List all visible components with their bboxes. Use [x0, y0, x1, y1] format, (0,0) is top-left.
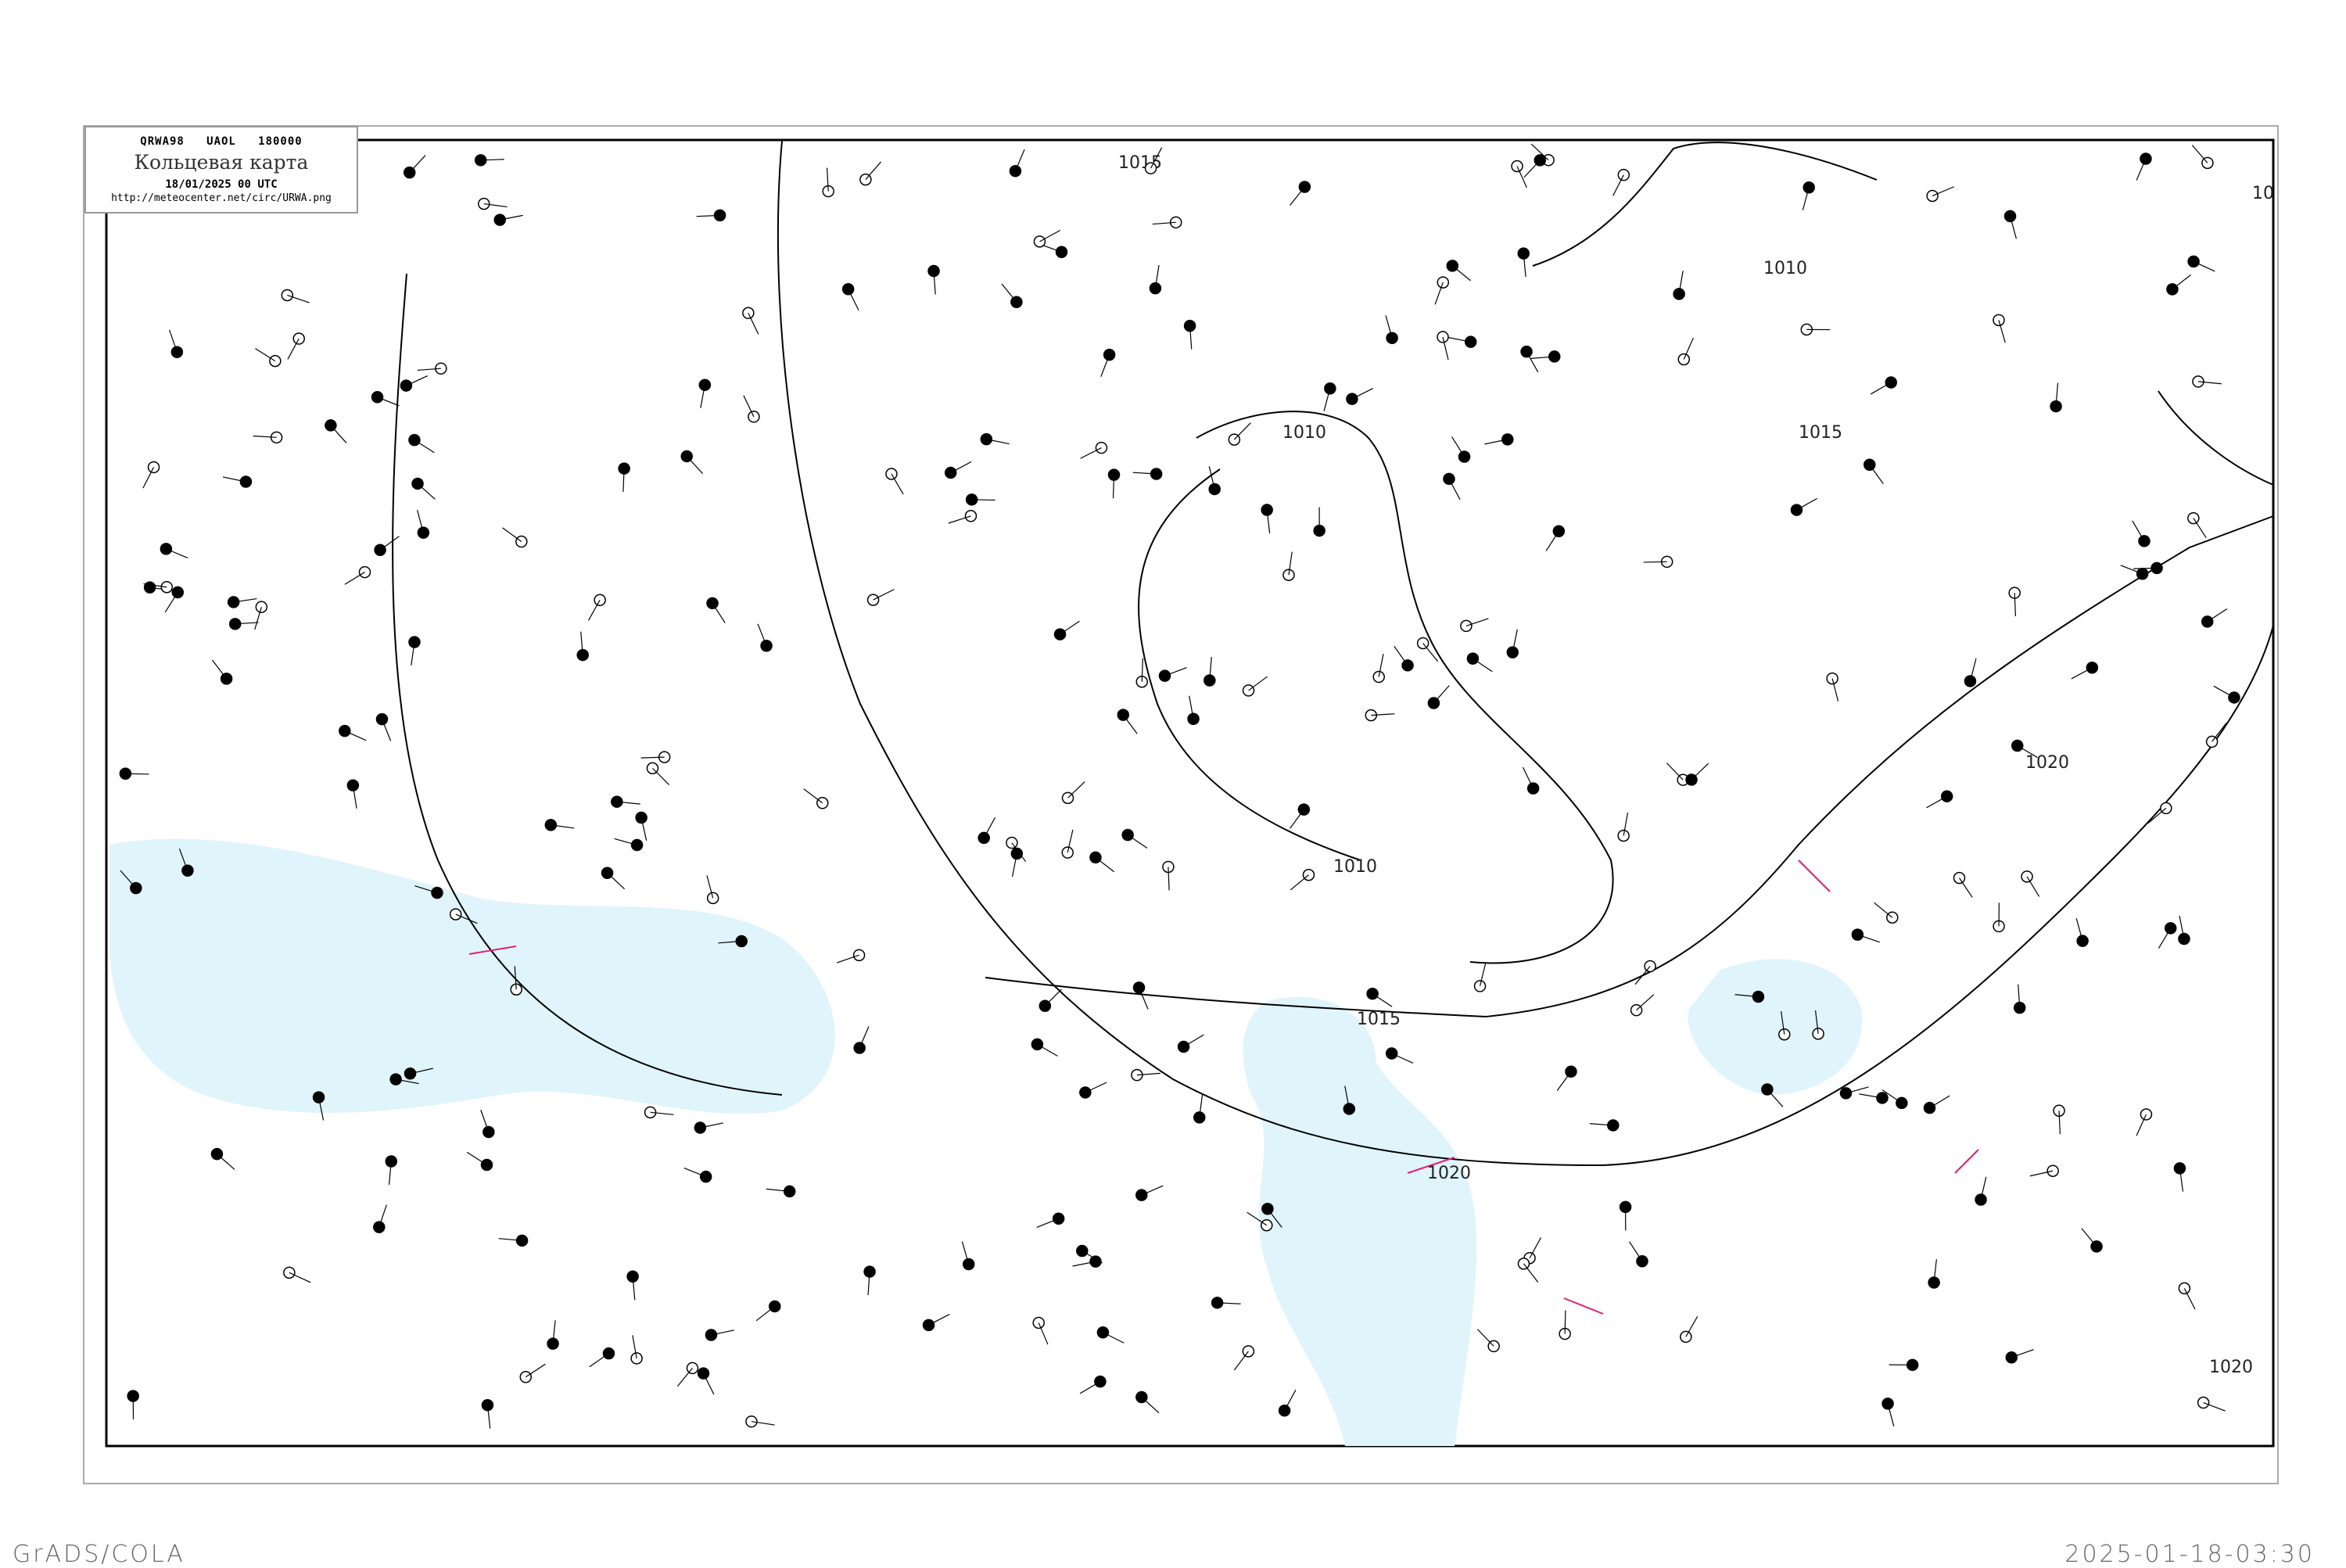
isobar-label: 1020 — [2209, 1358, 2253, 1377]
isobar-label: 1020 — [2025, 753, 2069, 773]
station-circle — [1927, 190, 1938, 201]
isobar-label: 1010 — [1333, 857, 1377, 877]
wind-barb — [125, 773, 149, 774]
isobar-label: 1010 — [1763, 259, 1807, 278]
isobar-label: 1010 — [1282, 423, 1326, 443]
map-header: QRWA98 UAOL 180000 Кольцевая карта 18/01… — [84, 126, 358, 213]
map-title: Кольцевая карта — [86, 151, 357, 174]
map-datetime: 18/01/2025 00 UTC — [86, 178, 357, 191]
bulletin-code: QRWA98 UAOL 180000 — [86, 135, 357, 148]
wind-barb — [972, 500, 995, 501]
isobar-label: 10 — [2252, 184, 2274, 203]
source-url[interactable]: http://meteocenter.net/circ/URWA.png — [86, 192, 357, 204]
isobar-label: 1015 — [1357, 1010, 1401, 1029]
isobar-label: 1020 — [1427, 1164, 1471, 1183]
isobar-label: 1015 — [1799, 423, 1842, 443]
wind-barb — [1565, 1311, 1566, 1334]
